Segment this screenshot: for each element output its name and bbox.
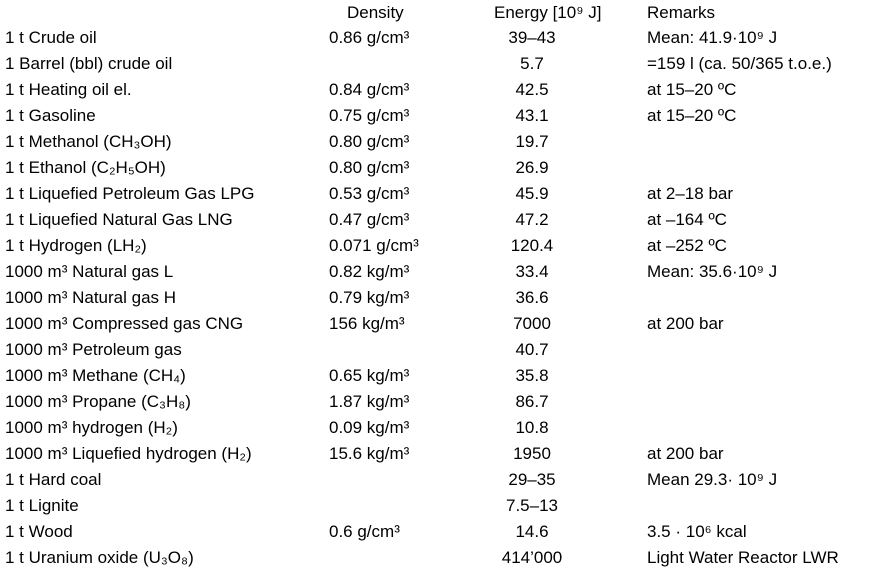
remarks-cell: at 15–20 ºC <box>647 106 737 125</box>
energy-cell: 33.4 <box>515 262 549 281</box>
density-cell: 0.53 g/cm³ <box>329 184 410 203</box>
energy-cell: 47.2 <box>515 210 549 229</box>
energy-cell: 26.9 <box>515 158 549 177</box>
table-row: 1 t Wood 0.6 g/cm³ 14.6 3.5 · 10⁶ kcal <box>0 519 878 545</box>
header-energy: Energy [10⁹ J] <box>494 3 602 22</box>
density-cell: 156 kg/m³ <box>329 314 405 333</box>
energy-cell: 414’000 <box>501 548 563 567</box>
substance-cell: 1 t Lignite <box>5 496 79 515</box>
substance-cell: 1 t Hard coal <box>5 470 102 489</box>
table-row: 1 Barrel (bbl) crude oil 5.7 =159 l (ca.… <box>0 51 878 77</box>
substance-cell: 1 t Liquefied Petroleum Gas LPG <box>5 184 255 203</box>
energy-cell: 1950 <box>513 444 551 463</box>
energy-cell: 43.1 <box>515 106 549 125</box>
substance-cell: 1 t Gasoline <box>5 106 96 125</box>
density-cell: 0.47 g/cm³ <box>329 210 410 229</box>
density-cell: 1.87 kg/m³ <box>329 392 410 411</box>
header-density: Density <box>347 3 404 22</box>
energy-cell: 10.8 <box>515 418 549 437</box>
density-cell: 0.65 kg/m³ <box>329 366 410 385</box>
density-cell: 0.071 g/cm³ <box>329 236 419 255</box>
table-row: 1 t Hard coal 29–35 Mean 29.3· 10⁹ J <box>0 467 878 493</box>
substance-cell: 1000 m³ Natural gas L <box>5 262 174 281</box>
density-cell: 0.75 g/cm³ <box>329 106 410 125</box>
substance-cell: 1000 m³ Compressed gas CNG <box>5 314 244 333</box>
table-row: 1000 m³ Propane (C₃H₈) 1.87 kg/m³ 86.7 <box>0 389 878 415</box>
table-row: 1000 m³ Petroleum gas 40.7 <box>0 337 878 363</box>
remarks-cell: at –164 ºC <box>647 210 727 229</box>
remarks-cell: Mean: 35.6·10⁹ J <box>647 262 778 281</box>
energy-cell: 45.9 <box>515 184 549 203</box>
header-remarks: Remarks <box>647 3 716 22</box>
table-row: 1000 m³ Liquefied hydrogen (H₂) 15.6 kg/… <box>0 441 878 467</box>
density-cell: 0.79 kg/m³ <box>329 288 410 307</box>
substance-cell: 1000 m³ Propane (C₃H₈) <box>5 392 191 411</box>
table-row: 1 t Lignite 7.5–13 <box>0 493 878 519</box>
table-row: 1 t Liquefied Natural Gas LNG 0.47 g/cm³… <box>0 207 878 233</box>
table-row: 1 t Methanol (CH₃OH) 0.80 g/cm³ 19.7 <box>0 129 878 155</box>
density-cell: 0.80 g/cm³ <box>329 132 410 151</box>
remarks-cell: Light Water Reactor LWR <box>647 548 839 567</box>
substance-cell: 1 t Ethanol (C₂H₅OH) <box>5 158 166 177</box>
table-row: 1000 m³ Natural gas H 0.79 kg/m³ 36.6 <box>0 285 878 311</box>
table-header: Density Energy [10⁹ J] Remarks <box>0 0 878 26</box>
density-cell: 0.6 g/cm³ <box>329 522 400 541</box>
energy-cell: 35.8 <box>515 366 549 385</box>
substance-cell: 1 t Liquefied Natural Gas LNG <box>5 210 233 229</box>
energy-cell: 7.5–13 <box>506 496 558 515</box>
energy-cell: 36.6 <box>515 288 549 307</box>
density-cell: 15.6 kg/m³ <box>329 444 410 463</box>
table-row: 1 t Heating oil el. 0.84 g/cm³ 42.5 at 1… <box>0 77 878 103</box>
substance-cell: 1000 m³ Methane (CH₄) <box>5 366 186 385</box>
table-row: 1000 m³ hydrogen (H₂) 0.09 kg/m³ 10.8 <box>0 415 878 441</box>
remarks-cell: 3.5 · 10⁶ kcal <box>647 522 747 541</box>
substance-cell: 1 Barrel (bbl) crude oil <box>5 54 173 73</box>
density-cell: 0.86 g/cm³ <box>329 28 410 47</box>
substance-cell: 1000 m³ Petroleum gas <box>5 340 182 359</box>
substance-cell: 1000 m³ Natural gas H <box>5 288 177 307</box>
energy-cell: 42.5 <box>515 80 549 99</box>
remarks-cell: at 15–20 ºC <box>647 80 737 99</box>
substance-cell: 1000 m³ hydrogen (H₂) <box>5 418 178 437</box>
energy-cell: 120.4 <box>510 236 554 255</box>
remarks-cell: Mean 29.3· 10⁹ J <box>647 470 778 489</box>
remarks-cell: =159 l (ca. 50/365 t.o.e.) <box>647 54 832 73</box>
table-row: 1 t Hydrogen (LH₂) 0.071 g/cm³ 120.4 at … <box>0 233 878 259</box>
table-row: 1000 m³ Methane (CH₄) 0.65 kg/m³ 35.8 <box>0 363 878 389</box>
remarks-cell: at 2–18 bar <box>647 184 734 203</box>
substance-cell: 1 t Uranium oxide (U₃O₈) <box>5 548 194 567</box>
energy-cell: 86.7 <box>515 392 549 411</box>
remarks-cell: at 200 bar <box>647 444 724 463</box>
substance-cell: 1000 m³ Liquefied hydrogen (H₂) <box>5 444 252 463</box>
table-row: 1000 m³ Natural gas L 0.82 kg/m³ 33.4 Me… <box>0 259 878 285</box>
remarks-cell: at 200 bar <box>647 314 724 333</box>
substance-cell: 1 t Wood <box>5 522 73 541</box>
substance-cell: 1 t Hydrogen (LH₂) <box>5 236 147 255</box>
table-row: 1 t Gasoline 0.75 g/cm³ 43.1 at 15–20 ºC <box>0 103 878 129</box>
density-cell: 0.82 kg/m³ <box>329 262 410 281</box>
remarks-cell: Mean: 41.9·10⁹ J <box>647 28 778 47</box>
energy-cell: 5.7 <box>520 54 544 73</box>
energy-cell: 19.7 <box>515 132 549 151</box>
energy-cell: 7000 <box>513 314 551 333</box>
table-row: 1000 m³ Compressed gas CNG 156 kg/m³ 700… <box>0 311 878 337</box>
energy-cell: 29–35 <box>508 470 556 489</box>
energy-cell: 14.6 <box>515 522 549 541</box>
table-row: 1 t Liquefied Petroleum Gas LPG 0.53 g/c… <box>0 181 878 207</box>
density-cell: 0.80 g/cm³ <box>329 158 410 177</box>
energy-cell: 40.7 <box>515 340 549 359</box>
density-cell: 0.84 g/cm³ <box>329 80 410 99</box>
substance-cell: 1 t Crude oil <box>5 28 97 47</box>
density-cell: 0.09 kg/m³ <box>329 418 410 437</box>
remarks-cell: at –252 ºC <box>647 236 727 255</box>
substance-cell: 1 t Heating oil el. <box>5 80 132 99</box>
table-row: 1 t Uranium oxide (U₃O₈) 414’000 Light W… <box>0 545 878 571</box>
table-row: 1 t Ethanol (C₂H₅OH) 0.80 g/cm³ 26.9 <box>0 155 878 181</box>
table-row: 1 t Crude oil 0.86 g/cm³ 39–43 Mean: 41.… <box>0 25 878 51</box>
energy-cell: 39–43 <box>508 28 556 47</box>
substance-cell: 1 t Methanol (CH₃OH) <box>5 132 172 151</box>
